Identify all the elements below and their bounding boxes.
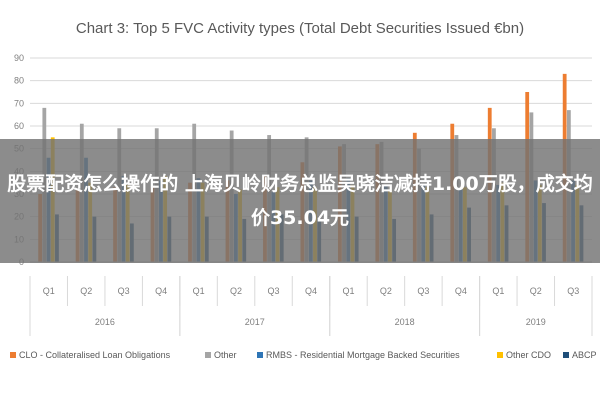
x-tick-label: Q3 (417, 286, 429, 296)
x-tick-label: Q1 (193, 286, 205, 296)
legend-label: Other (214, 350, 237, 360)
x-tick-label: Q3 (118, 286, 130, 296)
legend-label: Other CDO (506, 350, 551, 360)
x-tick-label: Q2 (80, 286, 92, 296)
y-tick-label: 70 (14, 98, 24, 108)
x-tick-label: Q4 (155, 286, 167, 296)
headline-banner[interactable]: 股票配资怎么操作的 上海贝岭财务总监吴晓洁减持1.00万股，成交均价35.04元 (0, 139, 600, 263)
year-label: 2019 (526, 317, 546, 327)
headline-text[interactable]: 股票配资怎么操作的 上海贝岭财务总监吴晓洁减持1.00万股，成交均价35.04元 (7, 173, 593, 229)
y-tick-label: 90 (14, 53, 24, 63)
year-label: 2018 (395, 317, 415, 327)
x-tick-label: Q4 (455, 286, 467, 296)
legend-label: ABCP (572, 350, 597, 360)
legend-swatch (497, 352, 503, 358)
x-tick-label: Q3 (268, 286, 280, 296)
x-tick-label: Q2 (230, 286, 242, 296)
x-tick-label: Q1 (342, 286, 354, 296)
x-tick-label: Q1 (492, 286, 504, 296)
y-tick-label: 80 (14, 76, 24, 86)
x-tick-label: Q1 (43, 286, 55, 296)
x-tick-label: Q2 (380, 286, 392, 296)
x-tick-label: Q2 (530, 286, 542, 296)
year-label: 2016 (95, 317, 115, 327)
legend: CLO - Collateralised Loan Obligations Oth… (10, 350, 597, 360)
legend-label: RMBS - Residential Mortgage Backed Secur… (266, 350, 460, 360)
legend-swatch (257, 352, 263, 358)
x-tick-label: Q4 (305, 286, 317, 296)
x-axis: Q1 Q2 Q3 Q4 Q1 Q2 Q3 Q4 Q1 Q2 Q3 Q4 Q1 Q2 Q3 2016 2017 20… (29, 261, 593, 336)
legend-swatch (563, 352, 569, 358)
y-tick-label: 60 (14, 121, 24, 131)
legend-swatch (10, 352, 16, 358)
legend-label: CLO - Collateralised Loan Obligations (19, 350, 171, 360)
chart-title: Chart 3: Top 5 FVC Activity types (Total… (76, 20, 524, 37)
year-label: 2017 (245, 317, 265, 327)
legend-swatch (205, 352, 211, 358)
x-tick-label: Q3 (567, 286, 579, 296)
